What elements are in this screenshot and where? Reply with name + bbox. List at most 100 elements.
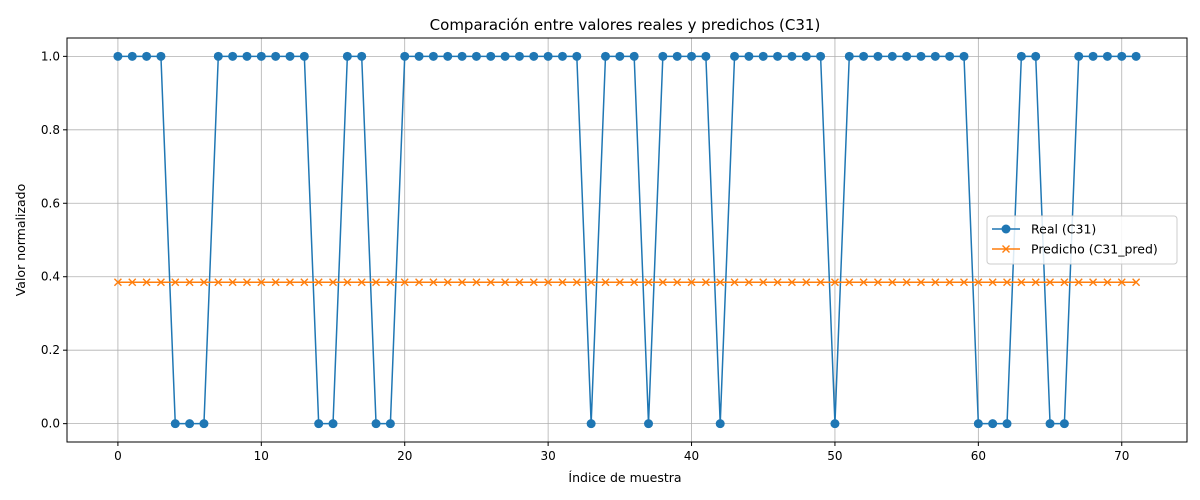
data-point-pred [615,278,624,287]
legend-label-pred: Predicho (C31_pred) [1031,242,1158,257]
data-point-pred [544,278,553,287]
data-point-real [887,51,897,61]
data-point-real [471,51,481,61]
data-point-real [730,51,740,61]
data-point-real [988,419,998,429]
data-point-pred [515,278,524,287]
data-point-pred [730,278,739,287]
data-point-pred [859,278,868,287]
data-point-pred [888,278,897,287]
data-point-pred [1117,278,1126,287]
data-point-real [801,51,811,61]
data-point-real [1002,419,1012,429]
data-point-real [701,51,711,61]
data-point-real [357,51,367,61]
data-point-real [557,51,567,61]
y-tick-label: 0.0 [41,417,60,431]
data-point-real [400,51,410,61]
data-point-pred [558,278,567,287]
data-point-pred [744,278,753,287]
legend-box [986,215,1178,265]
data-point-pred [529,278,538,287]
data-point-pred [400,278,409,287]
data-point-pred [916,278,925,287]
data-point-pred [343,278,352,287]
data-point-real [873,51,883,61]
data-point-real [299,51,309,61]
data-point-pred [314,278,323,287]
data-point-real [1045,419,1055,429]
data-point-real [113,51,123,61]
y-tick-label: 1.0 [41,49,60,63]
x-tick-label: 40 [684,449,699,463]
data-point-real [213,51,223,61]
data-point-real [428,51,438,61]
data-point-pred [472,278,481,287]
x-tick-label: 30 [540,449,555,463]
data-point-real [199,419,209,429]
data-point-real [672,51,682,61]
data-point-real [744,51,754,61]
legend-marker-pred [1002,245,1010,253]
data-point-pred [242,278,251,287]
data-point-real [328,419,338,429]
x-axis: 0 10 20 30 40 50 60 70 [114,442,1129,463]
data-point-pred [113,278,122,287]
data-point-real [687,51,697,61]
data-point-pred [759,278,768,287]
data-point-real [529,51,539,61]
data-point-pred [1003,278,1012,287]
data-point-pred [988,278,997,287]
data-point-pred [199,278,208,287]
data-point-real [443,51,453,61]
data-point-real [342,51,352,61]
data-point-pred [185,278,194,287]
data-point-pred [228,278,237,287]
data-point-pred [486,278,495,287]
data-point-real [1117,51,1127,61]
data-point-real [916,51,926,61]
data-point-pred [156,278,165,287]
data-point-pred [658,278,667,287]
data-point-pred [171,278,180,287]
series-layer [113,51,1141,429]
data-point-real [1102,51,1112,61]
data-point-real [314,419,324,429]
data-point-pred [974,278,983,287]
data-point-real [773,51,783,61]
data-point-pred [1132,278,1141,287]
data-point-pred [1089,278,1098,287]
data-point-pred [701,278,710,287]
data-point-pred [429,278,438,287]
data-point-pred [945,278,954,287]
data-point-real [644,419,654,429]
data-point-pred [630,278,639,287]
data-point-real [930,51,940,61]
legend-label-real: Real (C31) [1031,222,1096,237]
data-point-pred [415,278,424,287]
data-point-real [242,51,252,61]
data-point-pred [1046,278,1055,287]
x-tick-label: 0 [114,449,122,463]
data-point-real [170,419,180,429]
data-point-pred [960,278,968,287]
legend-marker-real [1001,224,1011,234]
legend: Real (C31) Predicho (C31_pred) [986,215,1178,265]
chart-title: Comparación entre valores reales y predi… [430,16,821,34]
data-point-real [1074,51,1084,61]
data-point-real [758,51,768,61]
data-point-pred [357,278,366,287]
data-point-pred [286,278,294,287]
data-point-real [185,419,195,429]
data-point-pred [214,278,223,287]
data-point-pred [1031,278,1040,287]
data-point-real [844,51,854,61]
data-point-pred [601,278,610,287]
data-point-real [787,51,797,61]
data-point-pred [773,278,782,287]
data-point-pred [128,278,137,287]
data-point-pred [1017,278,1026,287]
data-point-pred [644,278,653,287]
data-point-real [457,51,467,61]
